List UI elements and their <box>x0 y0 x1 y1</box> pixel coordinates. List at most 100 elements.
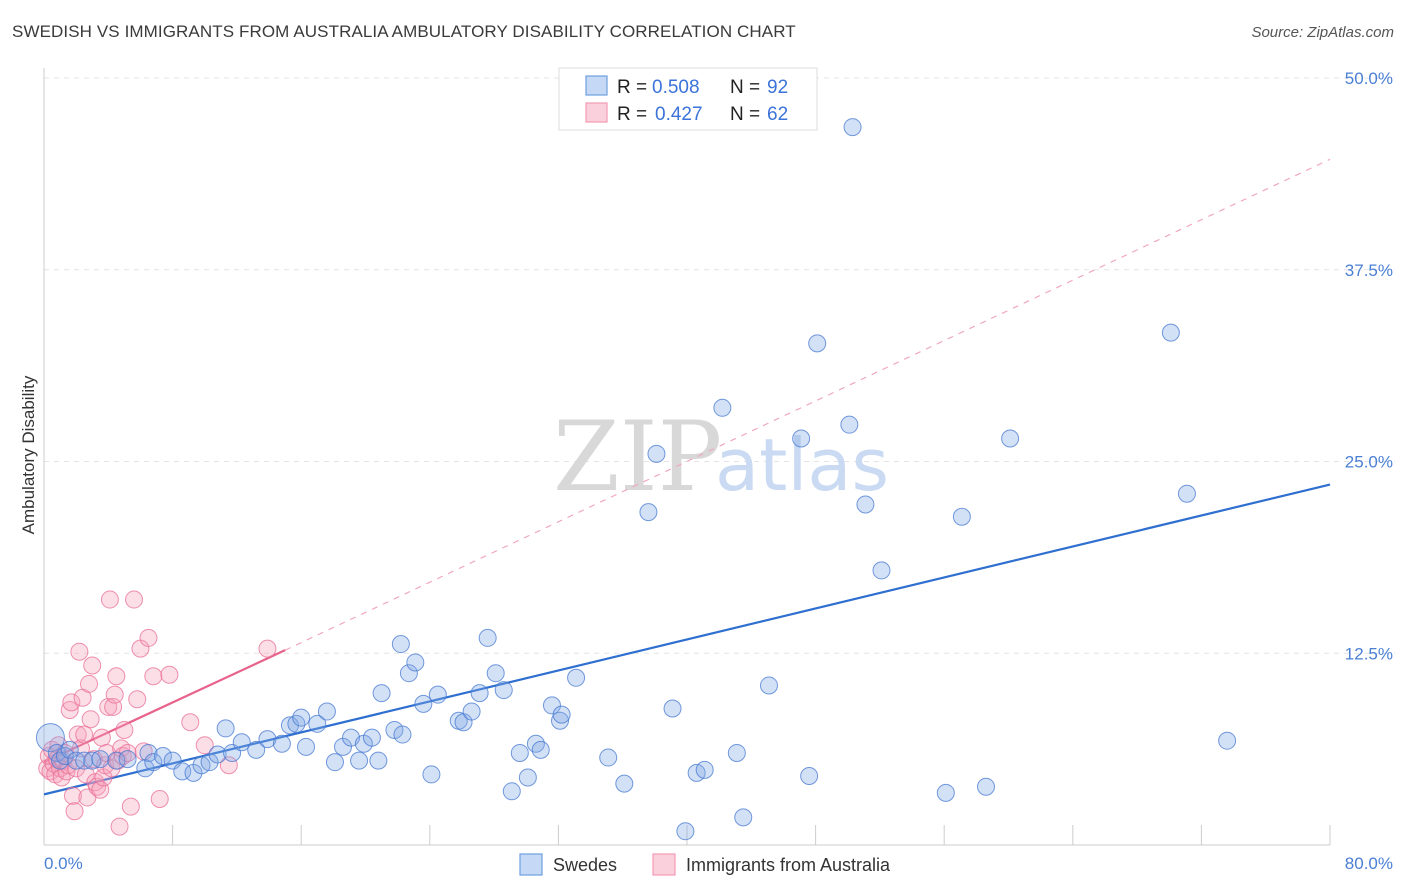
point-swedes-75 <box>727 743 746 762</box>
point-swedes-4 <box>60 740 79 759</box>
point-australia-59 <box>195 736 214 755</box>
point-swedes-14 <box>153 747 172 766</box>
point-australia-19 <box>68 725 87 744</box>
point-swedes-69 <box>647 444 666 463</box>
point-australia-50 <box>125 590 144 609</box>
point-swedes-33 <box>325 753 344 772</box>
point-swedes-58 <box>518 768 537 787</box>
point-australia-15 <box>62 693 81 712</box>
point-swedes-44 <box>399 664 418 683</box>
point-swedes-88 <box>1001 429 1020 448</box>
legend-top: R = 0.508 N = 92 R = 0.427 N = 62 <box>558 67 818 131</box>
watermark: ZIP atlas <box>553 401 889 513</box>
watermark-zip: ZIP <box>553 401 722 513</box>
x-tick-label-max: 80.0% <box>1345 854 1393 873</box>
point-swedes-40 <box>372 684 391 703</box>
point-swedes-42 <box>393 725 412 744</box>
legend-swedes-n-value: 92 <box>767 77 788 98</box>
legend-swedes-n-label: N = <box>730 77 760 98</box>
point-australia-44 <box>110 817 129 836</box>
point-swedes-48 <box>428 685 447 704</box>
point-australia-49 <box>121 797 140 816</box>
point-australia-41 <box>105 685 124 704</box>
y-tick-label-0: 12.5% <box>1345 644 1393 663</box>
point-swedes-25 <box>258 730 277 749</box>
point-swedes-59 <box>526 734 545 753</box>
legend-australia-n-value: 62 <box>767 104 788 125</box>
legend-australia-r-value: 0.427 <box>655 104 703 125</box>
gridlines <box>44 77 1395 654</box>
point-swedes-31 <box>308 714 327 733</box>
axes <box>43 68 1331 846</box>
bottom-legend-australia: Immigrants from Australia <box>686 855 891 875</box>
point-swedes-51 <box>462 702 481 721</box>
point-swedes-24 <box>247 740 266 759</box>
point-swedes-63 <box>552 705 571 724</box>
point-swedes-20 <box>208 745 227 764</box>
point-swedes-80 <box>808 334 827 353</box>
point-swedes-89 <box>1161 323 1180 342</box>
point-swedes-83 <box>856 495 875 514</box>
point-australia-56 <box>150 789 169 808</box>
point-swedes-9 <box>107 751 126 770</box>
point-swedes-21 <box>216 719 235 738</box>
point-swedes-26 <box>272 734 291 753</box>
point-australia-31 <box>88 777 107 796</box>
bottom-legend-swatch-australia <box>652 853 676 876</box>
point-australia-55 <box>144 667 163 686</box>
point-australia-17 <box>65 802 84 821</box>
point-australia-54 <box>139 628 158 647</box>
point-australia-33 <box>92 728 111 747</box>
point-australia-58 <box>181 713 200 732</box>
point-swedes-78 <box>792 429 811 448</box>
y-axis-title: Ambulatory Disability <box>19 375 38 534</box>
point-swedes-67 <box>639 503 658 522</box>
point-swedes-28 <box>287 714 306 733</box>
point-swedes-62 <box>551 711 570 730</box>
point-swedes-47 <box>422 765 441 784</box>
watermark-atlas: atlas <box>715 423 889 507</box>
y-tick-label-2: 37.5% <box>1345 261 1393 280</box>
y-tick-label-1: 25.0% <box>1345 453 1393 472</box>
bottom-legend-swatch-swedes <box>519 853 543 876</box>
point-swedes-36 <box>350 751 369 770</box>
point-swedes-13 <box>144 753 163 772</box>
point-australia-61 <box>258 639 277 658</box>
point-australia-20 <box>70 642 89 661</box>
point-swedes-16 <box>173 762 192 781</box>
x-tick-label-min: 0.0% <box>44 854 83 873</box>
point-swedes-23 <box>232 733 251 752</box>
point-swedes-55 <box>494 681 513 700</box>
legend-swatch-australia <box>585 102 608 123</box>
point-swedes-38 <box>362 728 381 747</box>
legend-australia-r-label: R = <box>617 104 647 125</box>
trendline-australia-extended <box>284 158 1331 651</box>
point-australia-57 <box>160 665 179 684</box>
tick-labels: 12.5% 25.0% 37.5% 50.0% 0.0% 80.0% <box>44 69 1393 873</box>
point-swedes-85 <box>936 783 955 802</box>
point-australia-27 <box>81 710 100 729</box>
point-swedes-8 <box>91 750 110 769</box>
chart-title: SWEDISH VS IMMIGRANTS FROM AUSTRALIA AMB… <box>12 22 796 41</box>
legend-swatch-swedes <box>585 75 608 96</box>
point-australia-16 <box>63 786 82 805</box>
point-swedes-29 <box>292 708 311 727</box>
point-australia-38 <box>100 590 119 609</box>
point-swedes-81 <box>840 415 859 434</box>
point-swedes-90 <box>1177 484 1196 503</box>
point-swedes-64 <box>567 668 586 687</box>
point-swedes-65 <box>599 748 618 767</box>
point-swedes-86 <box>952 507 971 526</box>
point-swedes-45 <box>406 653 425 672</box>
point-australia-47 <box>115 720 134 739</box>
legend-bottom: Swedes Immigrants from Australia <box>519 853 891 876</box>
point-swedes-32 <box>317 702 336 721</box>
bottom-legend-swedes: Swedes <box>553 855 617 875</box>
point-swedes-46 <box>414 694 433 713</box>
point-swedes-87 <box>976 777 995 796</box>
point-swedes-54 <box>486 664 505 683</box>
y-tick-label-3: 50.0% <box>1345 69 1393 88</box>
point-swedes-57 <box>510 743 529 762</box>
point-australia-14 <box>60 701 79 720</box>
point-australia-26 <box>80 674 99 693</box>
